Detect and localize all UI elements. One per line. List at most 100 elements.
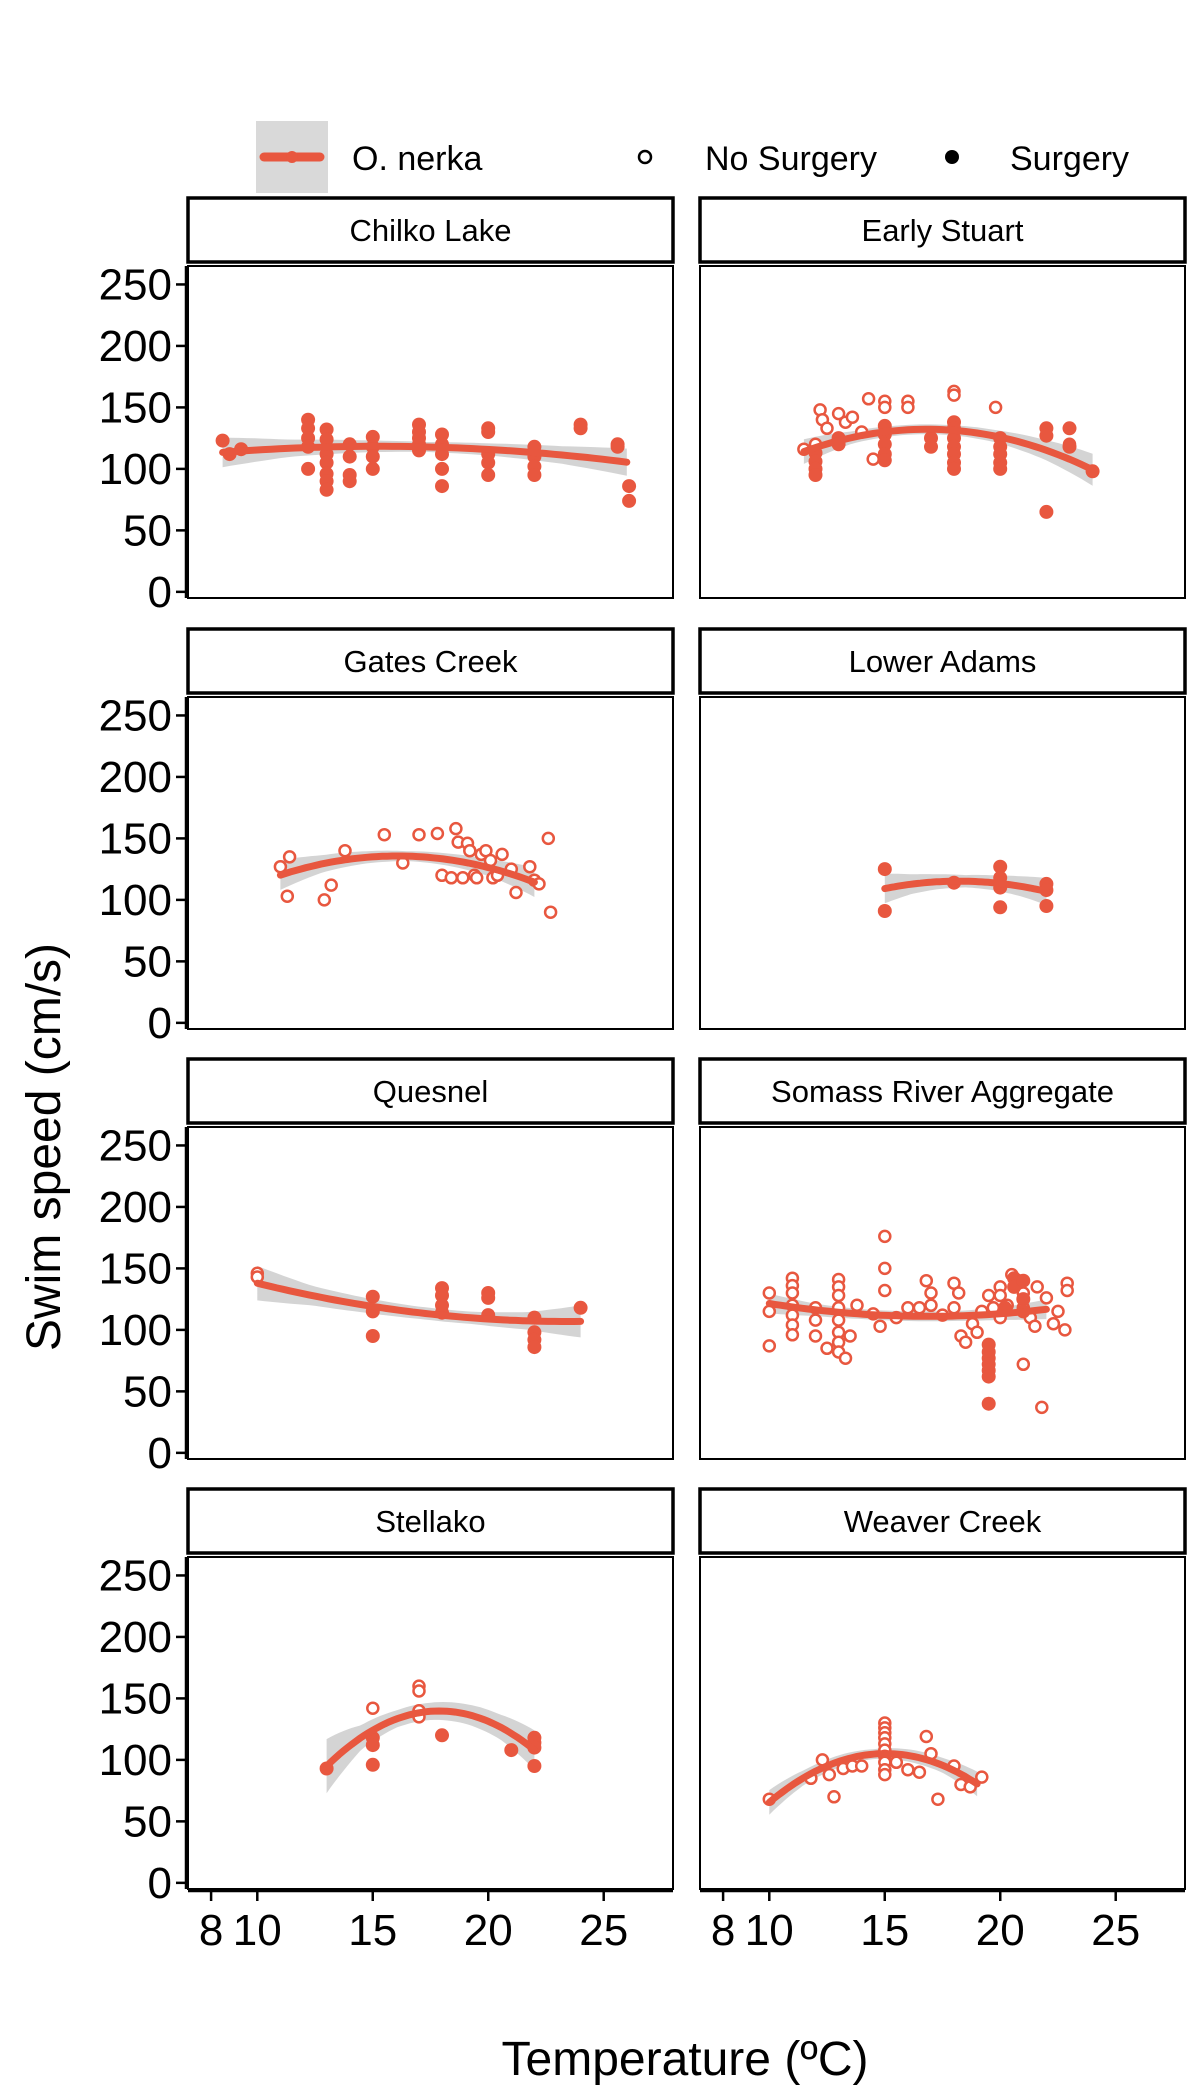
- surgery-point: [808, 468, 823, 482]
- x-tick-label: 20: [464, 1906, 513, 1955]
- y-tick-label: 50: [123, 1367, 172, 1416]
- x-tick-label: 25: [1091, 1906, 1140, 1955]
- legend-no-surgery-label: No Surgery: [705, 140, 877, 178]
- surgery-point: [319, 482, 334, 497]
- no-surgery-point: [324, 878, 338, 892]
- fit-line: [765, 1300, 1050, 1320]
- no-surgery-point: [1058, 1323, 1072, 1337]
- no-surgery-point: [988, 400, 1003, 415]
- strip-label: Early Stuart: [862, 213, 1024, 248]
- no-surgery-point: [820, 421, 834, 436]
- surgery-point: [947, 461, 961, 476]
- surgery-point: [504, 1743, 519, 1758]
- no-surgery-point: [449, 821, 463, 836]
- y-tick-label: 250: [99, 1121, 172, 1170]
- surgery-point: [342, 474, 357, 489]
- fit-line: [800, 425, 1097, 474]
- panel-frame: [187, 1556, 674, 1890]
- surgery-point: [1039, 504, 1054, 519]
- no-surgery-point: [280, 889, 295, 903]
- surgery-point: [481, 468, 496, 482]
- y-tick-label: 150: [99, 383, 172, 432]
- no-surgery-point: [762, 1339, 777, 1353]
- y-tick-label: 150: [99, 1244, 172, 1293]
- no-surgery-point: [412, 1684, 426, 1698]
- no-surgery-point: [843, 1329, 857, 1343]
- surgery-point: [435, 479, 449, 494]
- no-surgery-point: [1030, 1280, 1044, 1294]
- facet-panels: Chilko Lake 0 50 100 150 200 250 Early Stuart Ga…: [99, 196, 1187, 1955]
- no-surgery-point: [1060, 1283, 1074, 1298]
- surgery-point: [877, 862, 892, 877]
- no-surgery-point: [861, 392, 876, 406]
- no-surgery-point: [975, 1770, 989, 1784]
- surgery-point: [877, 437, 892, 452]
- panel-frame: [699, 1126, 1186, 1460]
- fit-line: [765, 1750, 981, 1806]
- no-surgery-point: [444, 871, 459, 885]
- surgery-point: [481, 1290, 496, 1305]
- no-surgery-point: [878, 1767, 892, 1782]
- surgery-point: [319, 455, 334, 470]
- surgery-point: [365, 1289, 380, 1304]
- strip-label: Gates Creek: [343, 644, 518, 679]
- no-surgery-point: [762, 1286, 777, 1300]
- surgery-point: [573, 1300, 588, 1315]
- surgery-point: [1039, 428, 1054, 443]
- surgery-point: [319, 432, 334, 447]
- strip-box: [186, 627, 675, 695]
- y-tick-label: 50: [123, 937, 172, 986]
- no-surgery-point: [808, 1329, 823, 1343]
- legend: O. nerka No Surgery Surgery: [256, 121, 1129, 193]
- no-surgery-point: [827, 1790, 841, 1804]
- surgery-point: [527, 1759, 542, 1773]
- no-surgery-point: [901, 1301, 915, 1315]
- no-surgery-point: [919, 1729, 934, 1744]
- no-surgery-point: [808, 1313, 823, 1327]
- facet-chilko-lake: Chilko Lake 0 50 100 150 200 250: [99, 196, 675, 617]
- surgery-point: [1062, 421, 1077, 436]
- legend-fit-key-point: [286, 151, 298, 163]
- surgery-point: [573, 421, 588, 436]
- no-surgery-point: [412, 827, 426, 842]
- panel-frame: [187, 265, 674, 599]
- y-tick-label: 250: [99, 260, 172, 309]
- strip-label: Chilko Lake: [350, 213, 512, 248]
- fit-line: [219, 442, 631, 466]
- no-surgery-point: [873, 1319, 887, 1333]
- legend-surgery-label: Surgery: [1010, 140, 1129, 178]
- no-surgery-point: [947, 388, 961, 402]
- no-surgery-point: [820, 1341, 834, 1356]
- y-tick-label: 100: [99, 876, 172, 925]
- no-surgery-point: [282, 850, 297, 864]
- y-tick-label: 250: [99, 1551, 172, 1600]
- strip-box: [186, 196, 675, 264]
- y-tick-label: 50: [123, 1797, 172, 1846]
- no-surgery-point: [912, 1301, 927, 1315]
- fit-line: [323, 1707, 538, 1770]
- surgery-point: [435, 1728, 449, 1743]
- surgery-point: [301, 421, 316, 436]
- surgery-point: [365, 449, 380, 464]
- surgery-point: [435, 461, 449, 476]
- strip-label: Lower Adams: [849, 644, 1037, 679]
- no-surgery-point: [919, 1273, 934, 1288]
- no-surgery-point: [785, 1328, 800, 1342]
- strip-box: [186, 1487, 675, 1555]
- strip-box: [698, 196, 1187, 264]
- y-tick-label: 200: [99, 753, 172, 802]
- no-surgery-point: [838, 1351, 853, 1365]
- x-axis-title: Temperature (ºC): [502, 2033, 869, 2086]
- y-tick-label: 200: [99, 322, 172, 371]
- surgery-point: [622, 479, 637, 494]
- facet-gates-creek: Gates Creek 0 50 100 150 200 250: [99, 627, 675, 1048]
- y-tick-label: 150: [99, 1674, 172, 1723]
- no-surgery-point: [463, 843, 477, 858]
- no-surgery-point: [831, 1313, 846, 1327]
- no-surgery-point: [878, 400, 892, 415]
- y-tick-label: 0: [148, 568, 172, 617]
- no-surgery-point: [317, 893, 332, 907]
- y-tick-label: 250: [99, 691, 172, 740]
- x-tick-label: 20: [976, 1906, 1025, 1955]
